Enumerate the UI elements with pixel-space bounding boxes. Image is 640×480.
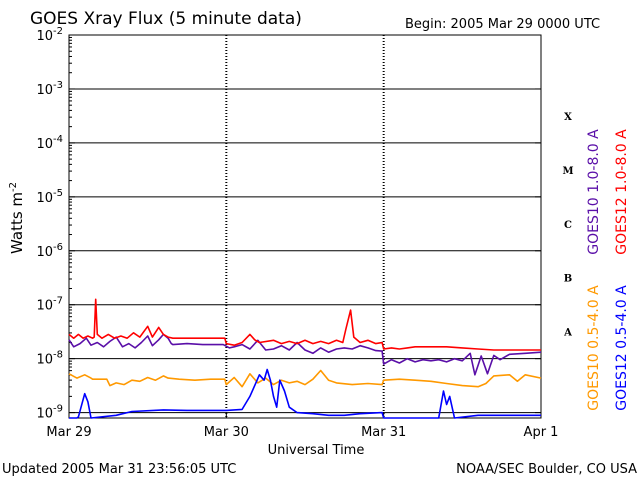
- x-axis-label: Universal Time: [268, 443, 365, 458]
- y-tick-label: 10-5: [36, 188, 63, 206]
- svg-text:Watts m-2: Watts m-2: [8, 182, 26, 254]
- flare-class-a: A: [563, 328, 572, 339]
- legend: GOES10 1.0-8.0 A GOES12 1.0-8.0 A GOES10 0…: [586, 129, 630, 411]
- footer-updated: Updated 2005 Mar 31 23:56:05 UTC: [2, 462, 236, 477]
- series-line-1: [68, 298, 541, 351]
- legend-entry-0: GOES10 1.0-8.0 A: [586, 129, 602, 255]
- y-tick-label: 10-4: [36, 134, 63, 152]
- x-tick-label: Apr 1: [524, 425, 559, 440]
- x-tick-label: Mar 30: [204, 425, 249, 440]
- flare-class-labels: A B C M X: [562, 112, 573, 339]
- x-tick-label: Mar 31: [361, 425, 406, 440]
- flare-class-x: X: [564, 112, 572, 123]
- chart-title: GOES Xray Flux (5 minute data): [30, 9, 302, 29]
- y-axis-label-exponent: -2: [8, 182, 19, 192]
- footer-credit: NOAA/SEC Boulder, CO USA: [456, 462, 637, 477]
- legend-entry-2: GOES10 0.5-4.0 A: [586, 285, 602, 411]
- plot-frame: [68, 34, 542, 419]
- x-tick-label: Mar 29: [46, 425, 91, 440]
- y-tick-label: 10-8: [36, 350, 63, 368]
- y-tick-label: 10-6: [36, 242, 63, 260]
- y-axis-label-text: Watts m: [8, 192, 26, 254]
- series-line-2: [68, 369, 542, 388]
- legend-entry-3: GOES12 0.5-4.0 A: [614, 285, 630, 411]
- y-tick-label: 10-7: [36, 296, 63, 314]
- begin-label: Begin: 2005 Mar 29 0000 UTC: [405, 17, 600, 32]
- series-line-0: [68, 333, 542, 376]
- y-axis-label: Watts m-2: [8, 182, 26, 254]
- legend-entry-1: GOES12 1.0-8.0 A: [614, 129, 630, 255]
- series-lines: [68, 298, 542, 419]
- series-line-3: [69, 368, 541, 419]
- flare-class-m: M: [562, 166, 573, 177]
- y-tick-label: 10-2: [36, 26, 63, 44]
- flare-class-c: C: [564, 220, 572, 231]
- x-axis-ticks: Mar 29 Mar 30 Mar 31 Apr 1: [46, 412, 558, 440]
- y-axis-ticks: 10-9 10-8 10-7 10-6 10-5 10-4 10-3 10-2: [36, 26, 541, 422]
- grid-lines: [69, 35, 541, 418]
- y-tick-label: 10-3: [36, 80, 63, 98]
- flare-class-b: B: [564, 274, 572, 285]
- y-tick-label: 10-9: [36, 404, 63, 422]
